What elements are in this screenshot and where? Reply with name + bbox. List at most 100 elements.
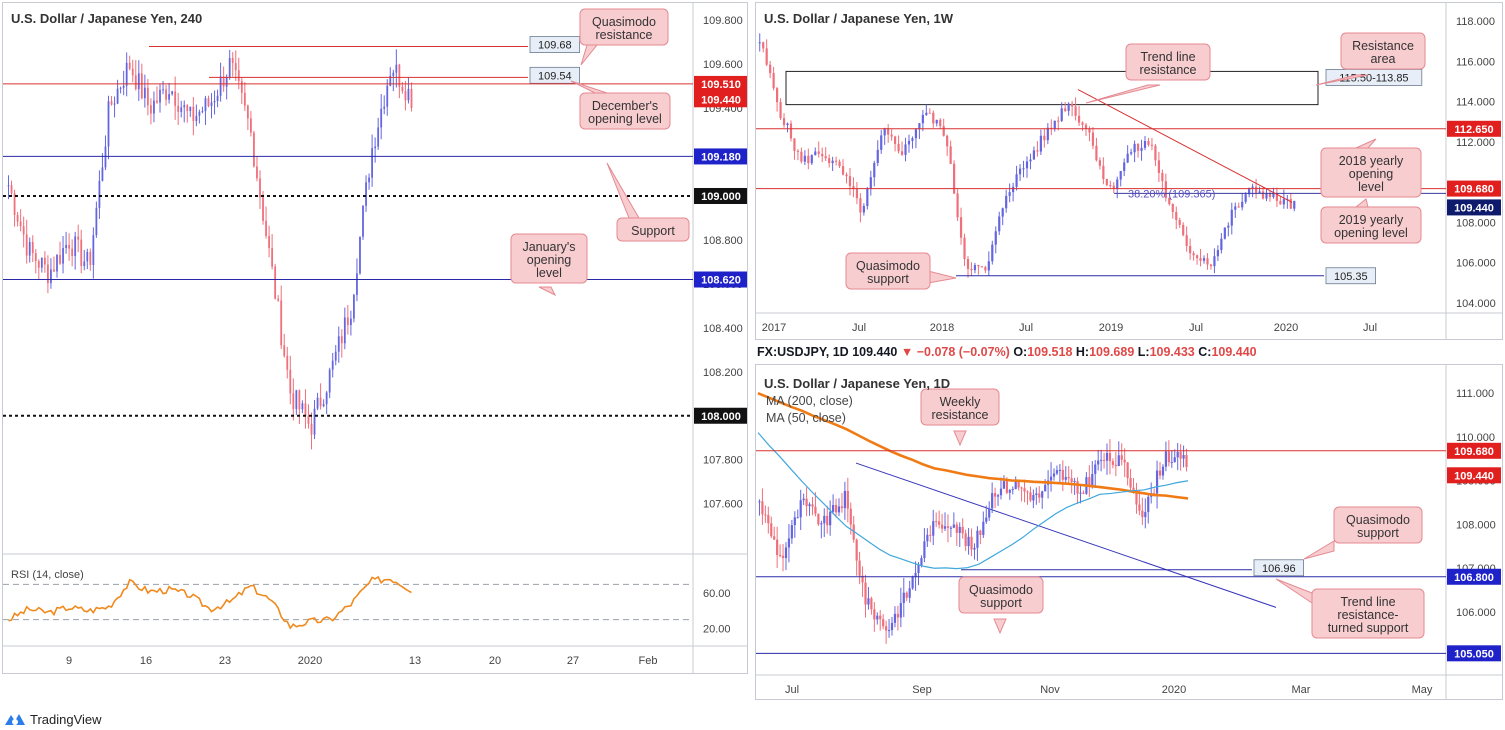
h4-candle xyxy=(162,89,164,91)
weekly-candle xyxy=(907,140,911,145)
h4-candle xyxy=(134,75,137,90)
daily-price-tag: 106.800 xyxy=(1454,572,1494,584)
daily-candle xyxy=(1147,496,1150,513)
h4-candle xyxy=(77,236,80,240)
weekly-candle xyxy=(1195,255,1199,259)
daily-candle xyxy=(1044,484,1047,492)
ma50-legend[interactable]: MA (50, close) xyxy=(766,411,846,425)
daily-chart[interactable]: 111.000110.000109.000108.000107.000106.0… xyxy=(756,365,1503,700)
h4-x-tick: 23 xyxy=(219,655,231,667)
weekly-callout-2019-text: 2019 yearly xyxy=(1339,213,1404,227)
weekly-candle xyxy=(800,151,803,162)
weekly-candle xyxy=(939,119,942,127)
daily-candle xyxy=(961,526,964,534)
daily-candle xyxy=(991,493,994,509)
daily-candle xyxy=(1185,455,1188,468)
h4-y-tick: 109.600 xyxy=(703,59,743,71)
daily-candle xyxy=(837,506,841,513)
h4-chart-panel[interactable]: 109.800109.600109.400108.800108.600108.4… xyxy=(2,2,748,674)
daily-callout-qm-left-pointer xyxy=(993,618,1007,635)
h4-candle xyxy=(253,132,255,167)
weekly-callout-trend-pointer xyxy=(1085,84,1161,104)
h4-price-tag: 109.510 xyxy=(701,79,741,91)
daily-candle xyxy=(993,493,997,497)
weekly-chart[interactable]: 118.000 116.000 114.000 112.000 108.000 106.0… xyxy=(756,3,1503,340)
h4-callout-qm-pointer xyxy=(580,44,599,66)
weekly-candle xyxy=(987,261,990,271)
h4-callout-january-text: opening xyxy=(527,253,572,267)
weekly-candle xyxy=(1192,253,1195,256)
h4-candle xyxy=(380,108,383,128)
weekly-candle xyxy=(789,123,793,139)
weekly-candle xyxy=(1213,256,1216,267)
daily-ma50-line xyxy=(757,432,1189,570)
tradingview-footer[interactable]: TradingView xyxy=(4,709,102,729)
weekly-candle xyxy=(1161,172,1164,182)
h4-candle xyxy=(28,242,31,256)
daily-info-bar: FX:USDJPY, 1D 109.440 ▼ −0.078 (−0.07%) … xyxy=(757,345,1257,359)
daily-candle xyxy=(770,523,773,537)
daily-price-tag-bg xyxy=(1447,442,1501,459)
h4-candle xyxy=(407,88,410,101)
daily-callout-qm-left-text: support xyxy=(980,596,1022,610)
h4-candle xyxy=(386,85,389,107)
daily-candle xyxy=(973,547,976,550)
weekly-candle xyxy=(1018,168,1022,175)
h4-candle xyxy=(50,269,52,284)
daily-candle xyxy=(826,515,829,526)
weekly-candle xyxy=(1036,150,1039,152)
weekly-candle xyxy=(994,231,997,245)
daily-x-tick: Jul xyxy=(785,684,799,696)
tradingview-logo-icon xyxy=(5,714,25,725)
h4-y-tick: 108.400 xyxy=(703,323,743,335)
h4-candle xyxy=(301,403,304,410)
h4-candle xyxy=(189,106,192,111)
weekly-candle xyxy=(1098,160,1101,166)
weekly-chart-panel[interactable]: 118.000 116.000 114.000 112.000 108.000 106.0… xyxy=(755,2,1503,340)
h4-candle xyxy=(349,318,352,326)
weekly-chart-title: U.S. Dollar / Japanese Yen, 1W xyxy=(764,11,954,26)
daily-candle xyxy=(999,488,1003,496)
h4-candle xyxy=(201,111,204,113)
daily-candle xyxy=(908,588,911,598)
daily-candle xyxy=(1005,481,1008,493)
daily-callout-trend-pointer xyxy=(1275,578,1313,604)
daily-candle xyxy=(776,539,779,556)
daily-candle xyxy=(802,498,805,501)
daily-candle xyxy=(799,500,802,518)
weekly-candle xyxy=(772,73,775,89)
weekly-candle xyxy=(1164,181,1167,198)
weekly-candle xyxy=(1116,179,1119,189)
h4-candle xyxy=(192,106,195,122)
h4-candle xyxy=(219,76,222,96)
daily-candle xyxy=(767,514,770,524)
weekly-candle xyxy=(810,155,813,164)
daily-candle xyxy=(958,526,961,533)
daily-candle xyxy=(1026,491,1029,493)
daily-candle xyxy=(1011,489,1014,491)
daily-chart-panel[interactable]: 111.000110.000109.000108.000107.000106.0… xyxy=(755,364,1503,700)
h4-chart[interactable]: 109.800109.600109.400108.800108.600108.4… xyxy=(3,3,748,674)
weekly-candle xyxy=(1265,193,1268,199)
ma200-legend[interactable]: MA (200, close) xyxy=(766,394,853,408)
weekly-candle xyxy=(1275,192,1279,201)
h4-candle xyxy=(150,105,152,114)
daily-candle xyxy=(1117,455,1120,467)
weekly-candle xyxy=(1136,143,1140,151)
daily-x-tick: Nov xyxy=(1040,684,1060,696)
h4-callout-december-text: opening level xyxy=(588,112,662,126)
h4-candle xyxy=(37,261,40,268)
h4-candle xyxy=(65,244,67,249)
last-price: 109.440 xyxy=(852,345,898,359)
symbol-label[interactable]: FX:USDJPY, 1D xyxy=(757,345,849,359)
weekly-candle xyxy=(1105,179,1108,186)
weekly-candle xyxy=(821,153,824,157)
weekly-candle xyxy=(1168,197,1171,205)
weekly-candle xyxy=(1258,191,1261,193)
weekly-candle xyxy=(897,143,900,152)
daily-candle xyxy=(805,498,808,507)
daily-candle xyxy=(1052,473,1056,477)
weekly-candle xyxy=(866,188,869,207)
daily-candle xyxy=(1079,492,1082,494)
weekly-candle xyxy=(796,150,800,152)
